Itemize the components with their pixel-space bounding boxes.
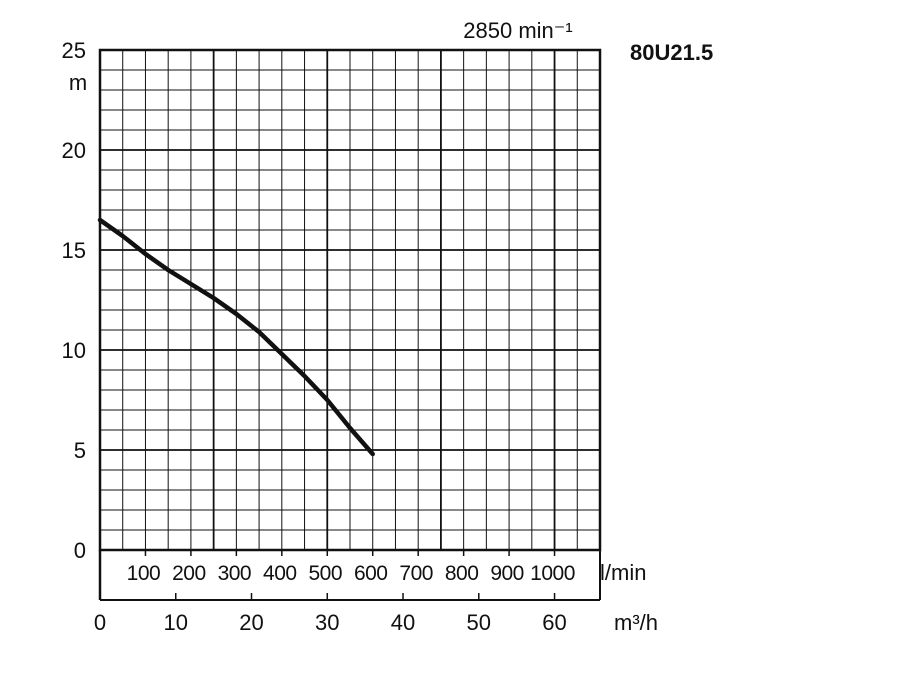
m3h-axis-ticks: 0 10 20 30 40 50 60 bbox=[94, 593, 567, 635]
y-tick-label: 15 bbox=[62, 238, 86, 263]
y-tick-label: 25 bbox=[62, 38, 86, 63]
m3h-tick-label: 30 bbox=[315, 610, 339, 635]
y-axis-unit: m bbox=[69, 70, 87, 95]
lpm-tick-label: 400 bbox=[263, 562, 297, 585]
lpm-tick-label: 100 bbox=[127, 562, 161, 585]
m3h-tick-label: 20 bbox=[239, 610, 263, 635]
chart-frame bbox=[98, 48, 602, 601]
speed-label: 2850 min⁻¹ bbox=[463, 18, 572, 43]
lpm-tick-label: 900 bbox=[490, 562, 524, 585]
chart-grid bbox=[100, 50, 600, 550]
chart-title: 80U21.5 bbox=[630, 40, 713, 65]
y-tick-label: 10 bbox=[62, 338, 86, 363]
m3h-tick-label: 60 bbox=[542, 610, 566, 635]
lpm-tick-label: 1000 bbox=[530, 562, 575, 585]
lpm-tick-label: 700 bbox=[399, 562, 433, 585]
lpm-tick-label: 800 bbox=[445, 562, 479, 585]
lpm-tick-label: 500 bbox=[308, 562, 342, 585]
lpm-tick-label: 200 bbox=[172, 562, 206, 585]
lpm-tick-label: 600 bbox=[354, 562, 388, 585]
plot-border bbox=[98, 48, 602, 552]
m3h-tick-label: 10 bbox=[164, 610, 188, 635]
pump-curve-line bbox=[97, 217, 375, 457]
y-tick-label: 5 bbox=[74, 438, 86, 463]
series-layer bbox=[97, 217, 375, 457]
m3h-tick-label: 50 bbox=[467, 610, 491, 635]
m3h-axis-unit: m³/h bbox=[614, 610, 658, 635]
lpm-axis-unit: l/min bbox=[600, 560, 646, 585]
lpm-tick-label: 300 bbox=[218, 562, 252, 585]
lpm-axis-ticks: 100 200 300 400 500 600 700 800 900 1000 bbox=[127, 551, 575, 585]
m3h-tick-label: 40 bbox=[391, 610, 415, 635]
y-axis-ticks: 0 5 10 15 20 25 bbox=[62, 38, 86, 563]
m3h-tick-label: 0 bbox=[94, 610, 106, 635]
y-tick-label: 0 bbox=[74, 538, 86, 563]
y-tick-label: 20 bbox=[62, 138, 86, 163]
